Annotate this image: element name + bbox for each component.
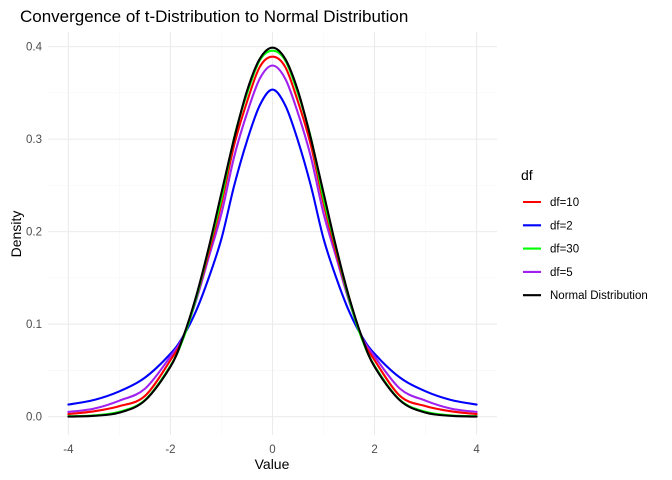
x-tick-label: -2 xyxy=(165,444,175,456)
x-tick-label: -4 xyxy=(63,444,74,456)
series-line-normal-distribution xyxy=(67,46,478,418)
series-line-df-10 xyxy=(67,55,478,416)
series-line-df-5 xyxy=(67,64,478,414)
legend-label-df-30: df=30 xyxy=(550,244,579,256)
x-axis-title: Value xyxy=(255,456,290,472)
y-tick-label: 0.1 xyxy=(26,319,42,331)
legend-title: df xyxy=(521,167,533,183)
y-axis-title: Density xyxy=(8,211,24,258)
legend-label-df-5: df=5 xyxy=(550,267,573,279)
grid xyxy=(48,32,497,435)
chart-title: Convergence of t-Distribution to Normal … xyxy=(20,7,408,26)
series-line-df-2 xyxy=(67,88,478,406)
y-tick-label: 0.3 xyxy=(26,134,42,146)
legend: df df=10 df=2 df=30 df=5 Normal Distribution xyxy=(521,167,648,302)
legend-label-df-2: df=2 xyxy=(550,220,573,232)
x-tick-label: 4 xyxy=(473,444,480,456)
y-tick-label: 0.0 xyxy=(26,412,42,424)
x-tick-label: 2 xyxy=(371,444,377,456)
legend-label-normal-distribution: Normal Distribution xyxy=(550,290,648,302)
legend-label-df-10: df=10 xyxy=(550,197,579,209)
y-tick-label: 0.2 xyxy=(26,227,42,239)
x-axis-ticks: -4 -2 0 2 4 xyxy=(63,444,480,456)
series-lines xyxy=(67,46,478,418)
y-tick-label: 0.4 xyxy=(26,42,43,54)
x-tick-label: 0 xyxy=(269,444,275,456)
y-axis-ticks: 0.0 0.1 0.2 0.3 0.4 xyxy=(26,42,43,424)
